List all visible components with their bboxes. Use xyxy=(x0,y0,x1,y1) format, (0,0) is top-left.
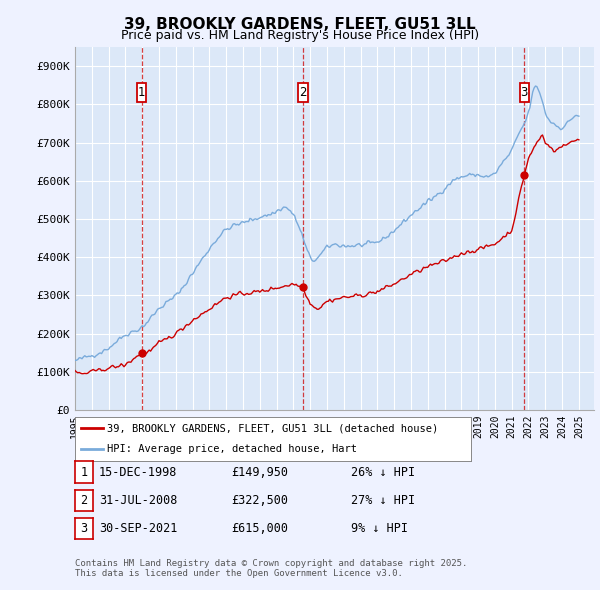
Text: 1: 1 xyxy=(80,466,88,478)
Text: Contains HM Land Registry data © Crown copyright and database right 2025.
This d: Contains HM Land Registry data © Crown c… xyxy=(75,559,467,578)
Text: 39, BROOKLY GARDENS, FLEET, GU51 3LL: 39, BROOKLY GARDENS, FLEET, GU51 3LL xyxy=(124,17,476,31)
Text: £615,000: £615,000 xyxy=(231,522,288,535)
Text: £149,950: £149,950 xyxy=(231,466,288,478)
Text: 31-JUL-2008: 31-JUL-2008 xyxy=(99,494,178,507)
Text: 1: 1 xyxy=(138,86,145,99)
Text: 15-DEC-1998: 15-DEC-1998 xyxy=(99,466,178,478)
Text: 27% ↓ HPI: 27% ↓ HPI xyxy=(351,494,415,507)
Text: HPI: Average price, detached house, Hart: HPI: Average price, detached house, Hart xyxy=(107,444,356,454)
Text: 30-SEP-2021: 30-SEP-2021 xyxy=(99,522,178,535)
Text: 26% ↓ HPI: 26% ↓ HPI xyxy=(351,466,415,478)
Text: 3: 3 xyxy=(80,522,88,535)
FancyBboxPatch shape xyxy=(298,83,308,103)
FancyBboxPatch shape xyxy=(137,83,146,103)
FancyBboxPatch shape xyxy=(520,83,529,103)
Text: £322,500: £322,500 xyxy=(231,494,288,507)
Text: 9% ↓ HPI: 9% ↓ HPI xyxy=(351,522,408,535)
Text: Price paid vs. HM Land Registry's House Price Index (HPI): Price paid vs. HM Land Registry's House … xyxy=(121,30,479,42)
Text: 2: 2 xyxy=(80,494,88,507)
Text: 39, BROOKLY GARDENS, FLEET, GU51 3LL (detached house): 39, BROOKLY GARDENS, FLEET, GU51 3LL (de… xyxy=(107,423,438,433)
Text: 2: 2 xyxy=(299,86,307,99)
Text: 3: 3 xyxy=(521,86,528,99)
